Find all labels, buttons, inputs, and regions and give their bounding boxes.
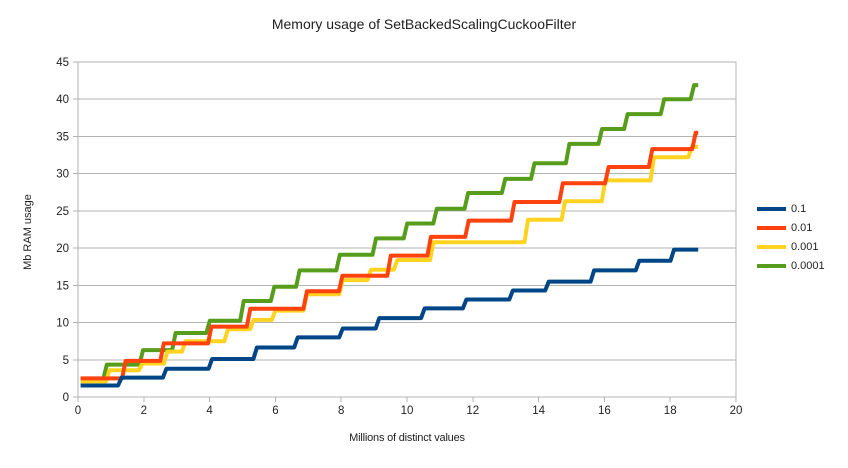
x-tick-label: 12 [466, 405, 479, 417]
x-tick-label: 18 [664, 405, 677, 417]
legend-swatch-icon [757, 225, 786, 230]
legend-label: 0.001 [791, 240, 819, 253]
legend-item-0.01: 0.01 [757, 218, 825, 237]
y-tick-label: 5 [63, 355, 69, 367]
legend-item-0.0001: 0.0001 [757, 256, 825, 275]
legend-swatch-icon [757, 206, 786, 211]
x-tick-label: 14 [532, 405, 545, 417]
legend-swatch-icon [757, 263, 786, 268]
legend-label: 0.01 [791, 221, 813, 234]
x-tick-label: 20 [730, 405, 743, 417]
legend-item-0.1: 0.1 [757, 199, 825, 218]
legend-label: 0.0001 [791, 259, 825, 272]
legend-swatch-icon [757, 244, 786, 249]
y-tick-label: 0 [63, 392, 69, 404]
y-tick-label: 45 [56, 57, 69, 69]
chart-title: Memory usage of SetBackedScalingCuckooFi… [271, 16, 577, 32]
legend-item-0.001: 0.001 [757, 237, 825, 256]
x-axis-title: Millions of distinct values [349, 432, 465, 444]
series-line-0.0001 [80, 83, 699, 382]
y-tick-label: 10 [56, 318, 69, 330]
y-tick-label: 25 [56, 206, 69, 218]
y-tick-label: 40 [56, 94, 69, 106]
x-tick-label: 6 [272, 405, 278, 417]
y-tick-label: 20 [56, 243, 69, 255]
y-tick-label: 35 [56, 131, 69, 143]
series-line-0.01 [80, 130, 699, 381]
x-tick-label: 4 [206, 405, 213, 417]
y-axis-title: Mb RAM usage [22, 194, 34, 270]
series-line-0.1 [80, 247, 699, 388]
x-tick-label: 10 [401, 405, 414, 417]
y-tick-label: 15 [56, 280, 69, 292]
x-tick-label: 16 [598, 405, 611, 417]
legend-label: 0.1 [791, 202, 807, 215]
y-tick-label: 30 [56, 169, 69, 181]
x-tick-label: 8 [338, 405, 344, 417]
legend: 0.1 0.01 0.001 0.0001 [757, 199, 825, 275]
x-tick-label: 0 [75, 405, 81, 417]
x-tick-label: 2 [141, 405, 147, 417]
